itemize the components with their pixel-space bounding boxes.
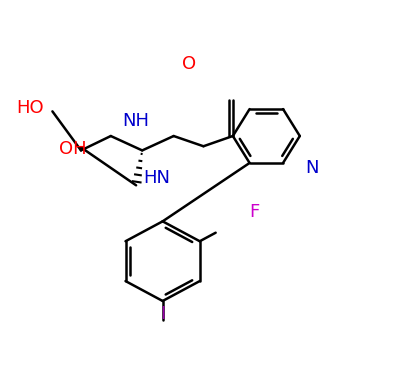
Text: F: F (249, 203, 260, 221)
Text: HN: HN (143, 169, 170, 187)
Text: I: I (160, 305, 165, 323)
Text: HO: HO (16, 99, 44, 117)
Text: O: O (182, 55, 196, 73)
Text: OH: OH (59, 140, 87, 158)
Text: NH: NH (122, 112, 150, 130)
Text: N: N (305, 159, 319, 177)
